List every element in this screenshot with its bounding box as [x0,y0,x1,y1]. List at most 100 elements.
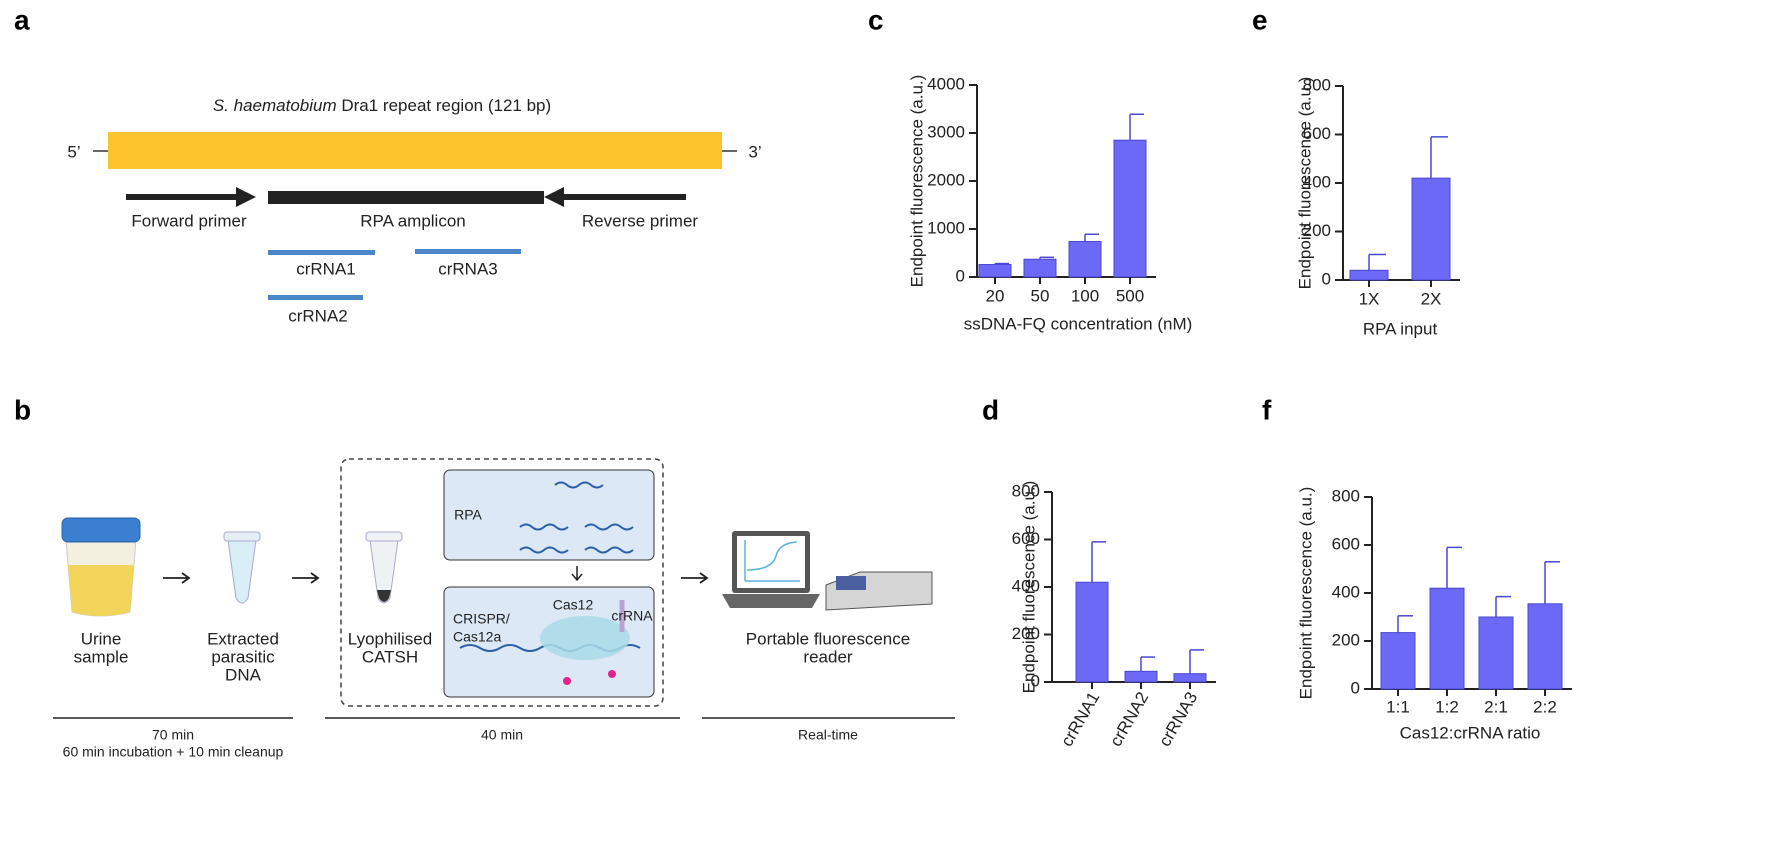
bar [978,264,1012,278]
forward-primer [126,194,240,200]
lid [61,517,141,543]
five-end: 5’ [67,142,80,161]
tube [223,531,261,604]
panel-b: b Urine sample Extracted parasitic DNA L… [14,394,955,760]
y-tick-label: 2000 [927,170,965,189]
x-axis-label: ssDNA-FQ concentration (nM) [964,314,1193,333]
label: CRISPR/ [453,611,510,627]
time-label: 40 min [481,727,523,743]
label: RPA [454,507,482,523]
arrow [681,572,709,584]
label: DNA [225,665,262,684]
urine [68,565,134,616]
urine-cup [61,517,141,617]
title-italic: S. haematobium [213,96,337,115]
x-tick-label: 2:2 [1533,697,1557,716]
arrow [571,566,583,582]
x-tick-label: 1:2 [1435,697,1459,716]
y-axis-label: Endpoint fluorescence (a.u.) [1296,487,1315,700]
bar [1411,177,1451,281]
label: sample [74,647,129,666]
y-axis-label: Endpoint fluorescence (a.u.) [907,75,926,288]
y-tick-label: 400 [1303,172,1331,191]
bar [1349,269,1389,281]
x-tick-label: 100 [1071,286,1099,305]
panel-letter: c [868,4,884,35]
panel-letter: a [14,4,30,35]
y-tick-label: 400 [1332,582,1360,601]
y-tick-label: 600 [1303,124,1331,143]
label: crRNA2 [288,306,348,325]
panel-letter: f [1262,394,1272,425]
label: RPA amplicon [360,211,466,230]
label: Cas12 [553,597,594,613]
curve [744,540,800,582]
time-label: Real-time [798,727,858,743]
x-tick-label: 20 [986,286,1005,305]
arrowhead [544,187,564,207]
title-rest: Dra1 repeat region (121 bp) [337,96,552,115]
bar [1173,673,1207,683]
y-tick-label: 3000 [927,122,965,141]
y-tick-label: 200 [1332,630,1360,649]
pellet [377,590,391,602]
tube-cap [365,531,403,542]
arrow [163,572,191,584]
panel-letter: b [14,394,31,425]
reporter [563,677,571,685]
y-tick-label: 800 [1303,75,1331,94]
panel-letter: e [1252,4,1268,35]
crrna-bar [268,250,375,255]
y-tick-label: 200 [1012,624,1040,643]
label: Cas12a [453,629,501,645]
region-title: S. haematobium Dra1 repeat region (121 b… [213,96,551,115]
label: crRNA3 [438,259,498,278]
arrow [292,572,320,584]
y-tick-label: 800 [1332,486,1360,505]
bar [1429,587,1465,690]
y-tick-label: 600 [1332,534,1360,553]
bar [1075,581,1109,683]
dna-strands [519,481,634,554]
x-tick-label: 500 [1116,286,1144,305]
label: crRNA [611,608,653,624]
y-tick-label: 1000 [927,218,965,237]
panel-a: a S. haematobium Dra1 repeat region (121… [14,4,762,325]
x-tick-label: 50 [1031,286,1050,305]
crrna-bar [268,295,363,300]
x-axis-label: Cas12:crRNA ratio [1400,723,1541,742]
bar [1527,603,1563,690]
y-tick-label: 0 [1351,678,1360,697]
arrowhead [236,187,256,207]
bar [1124,670,1158,683]
x-tick-label: 1X [1359,289,1380,308]
label: Extracted [207,629,279,648]
keyboard [722,594,820,608]
screen [737,536,805,588]
y-tick-label: 0 [956,266,965,285]
bar [1068,240,1102,278]
y-tick-label: 600 [1012,529,1040,548]
label: Reverse primer [582,211,699,230]
y-axis-label: Endpoint fluorescence (a.u.) [1295,77,1314,290]
bar [1478,616,1514,690]
y-tick-label: 4000 [927,74,965,93]
y-tick-label: 800 [1012,481,1040,500]
bar [1113,139,1147,278]
reporter [608,670,616,678]
label: Portable fluorescence [746,629,910,648]
time-note: 60 min incubation + 10 min cleanup [63,744,284,760]
laptop [722,531,820,608]
amplicon [268,191,544,204]
x-tick-label: crRNA2 [1106,689,1152,750]
y-tick-label: 200 [1303,221,1331,240]
reader-screen [836,576,866,590]
label: Lyophilised [348,629,432,648]
tube [365,531,403,604]
three-end: 3’ [748,142,761,161]
bar [1023,258,1057,278]
cas12-protein [540,616,630,660]
tube-body [227,539,257,604]
y-tick-label: 0 [1031,671,1040,690]
